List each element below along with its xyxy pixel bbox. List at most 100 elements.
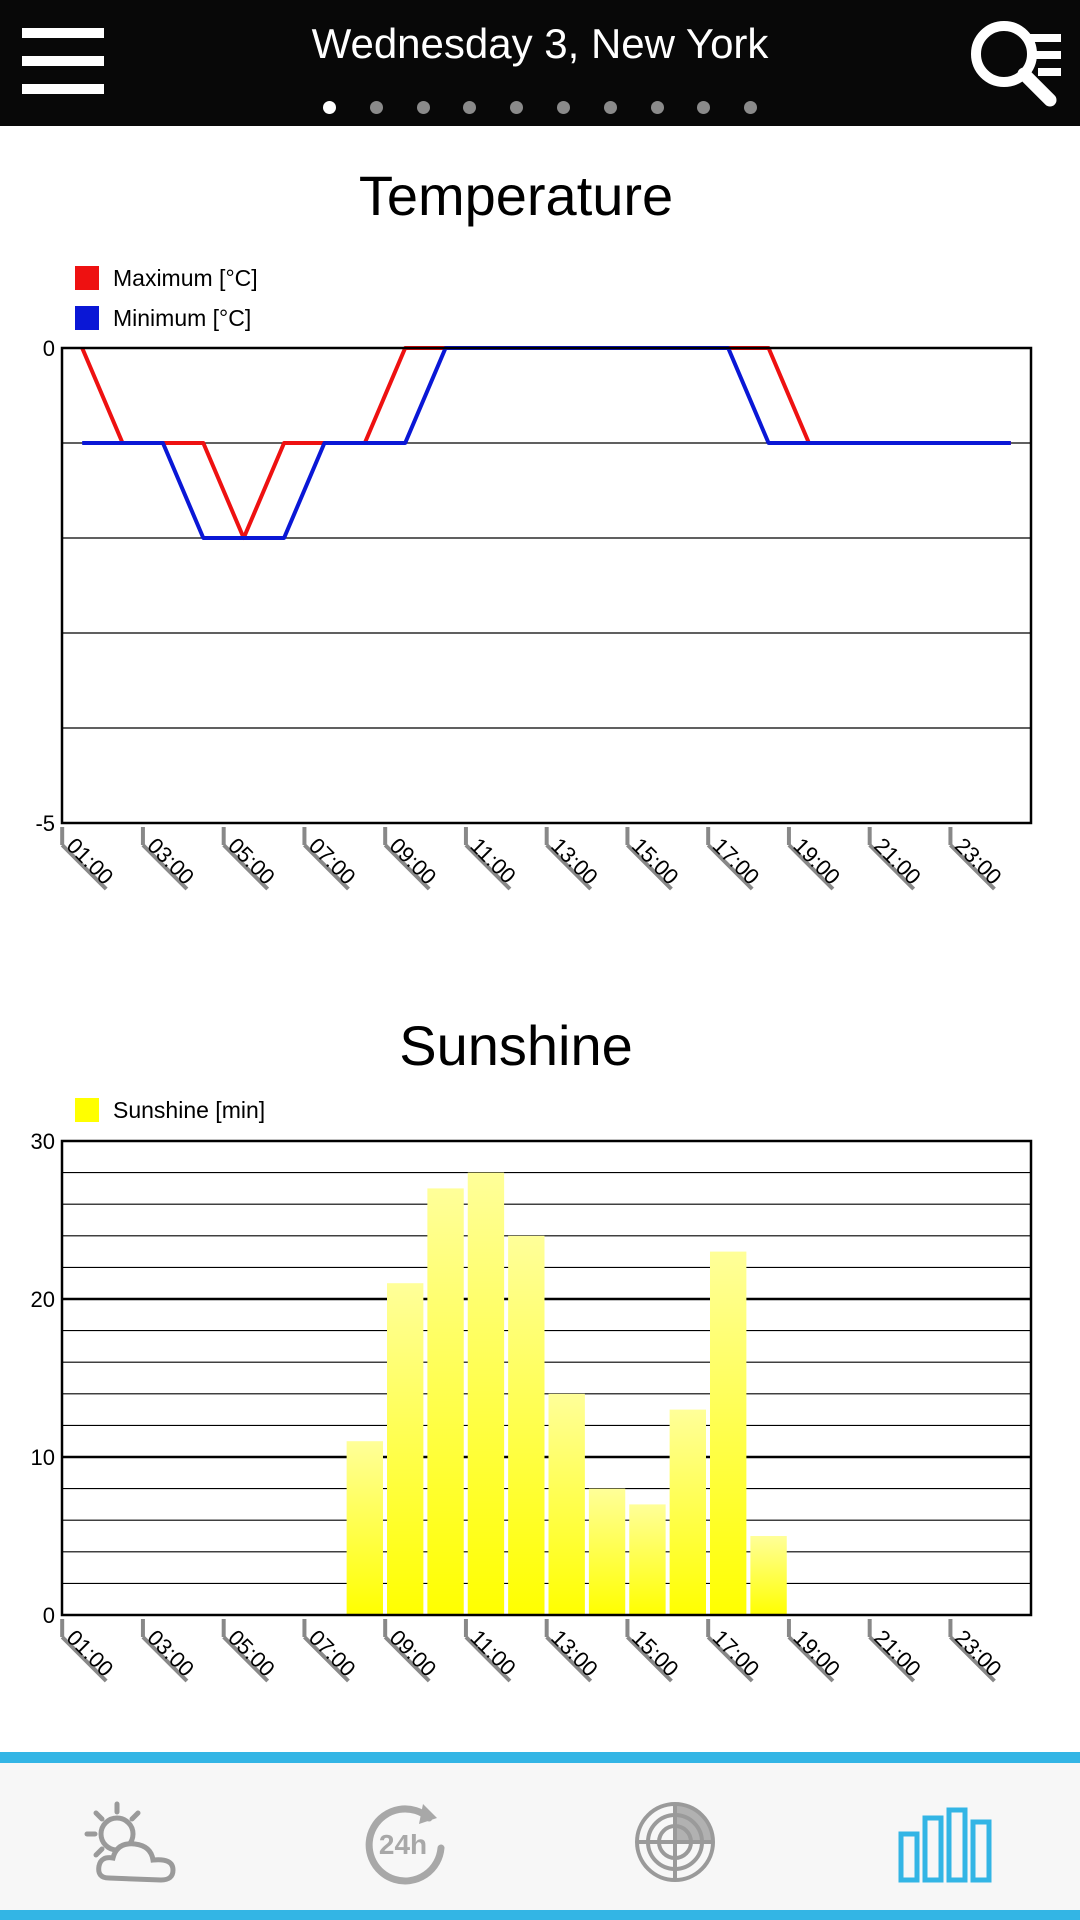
x-tick-label: 21:00: [869, 833, 926, 890]
x-tick-label: 09:00: [385, 833, 442, 890]
partly-cloudy-icon: [84, 1801, 176, 1883]
sunshine-bar: [548, 1393, 585, 1615]
sunshine-bar: [710, 1251, 747, 1615]
x-tick-mark: [706, 1635, 754, 1683]
page-dot: [416, 101, 430, 114]
x-tick-label: 05:00: [223, 833, 280, 890]
nav-charts-button[interactable]: [885, 1792, 1005, 1892]
x-tick-mark: [60, 1635, 108, 1683]
24h-forecast-icon: 24h: [365, 1804, 445, 1885]
menu-button[interactable]: [22, 28, 104, 94]
legend-swatch: [75, 1098, 99, 1122]
x-tick-label: 03:00: [142, 1625, 199, 1682]
menu-icon-bar: [22, 84, 104, 94]
x-tick-mark: [222, 843, 270, 891]
x-tick-label: 15:00: [627, 1625, 684, 1682]
y-tick-label: 20: [31, 1287, 55, 1312]
y-tick-label: 30: [31, 1129, 55, 1154]
chart-title: Sunshine: [399, 1014, 633, 1077]
y-tick-label: 0: [43, 1603, 55, 1628]
page-dot: [463, 101, 477, 114]
page-title: Wednesday 3, New York: [311, 20, 769, 67]
x-tick-label: 05:00: [223, 1625, 280, 1682]
page-dot: [557, 101, 570, 114]
x-tick-mark: [626, 843, 673, 891]
chart-title: Temperature: [359, 164, 673, 227]
sunshine-bar: [629, 1504, 666, 1615]
x-tick-label: 17:00: [708, 1625, 765, 1682]
sunshine-bar: [427, 1188, 464, 1615]
x-tick-label: 23:00: [950, 1625, 1007, 1682]
search-list-icon: [971, 21, 1061, 107]
x-tick-mark: [303, 1635, 350, 1683]
x-tick-label: 13:00: [546, 1625, 603, 1682]
y-tick-label: 0: [43, 336, 55, 361]
x-tick-mark: [626, 1635, 673, 1683]
x-tick-mark: [383, 843, 431, 891]
x-tick-mark: [787, 1635, 835, 1683]
sunshine-bar: [750, 1536, 787, 1615]
x-tick-label: 19:00: [788, 1625, 845, 1682]
page-dot: [603, 101, 617, 114]
page-dot: [510, 101, 524, 114]
nav-24h-button[interactable]: 24h: [345, 1792, 465, 1892]
x-tick-mark: [303, 843, 350, 891]
x-tick-mark: [545, 1635, 593, 1683]
x-tick-label: 07:00: [304, 833, 361, 890]
y-tick-label: -5: [35, 811, 55, 836]
sunshine-bar: [669, 1409, 706, 1615]
x-tick-mark: [141, 843, 189, 891]
page-dot: [697, 101, 711, 114]
plot-frame: [60, 1139, 1033, 1617]
search-button[interactable]: [964, 14, 1064, 114]
y-tick-label: 10: [31, 1445, 55, 1470]
x-tick-mark: [60, 843, 108, 891]
nav-radar-button[interactable]: [615, 1792, 735, 1892]
legend-label: Maximum [°C]: [113, 265, 258, 291]
x-tick-label: 13:00: [546, 833, 603, 890]
sunshine-bar: [387, 1283, 424, 1615]
x-tick-label: 23:00: [950, 833, 1007, 890]
page-dot: [650, 101, 664, 114]
x-tick-mark: [949, 1635, 996, 1683]
radar-icon: [635, 1802, 715, 1882]
x-tick-label: 09:00: [385, 1625, 442, 1682]
x-tick-mark: [787, 843, 835, 891]
top-app-bar: Wednesday 3, New York: [0, 0, 1080, 126]
sunshine-bar: [588, 1488, 626, 1615]
x-tick-label: 07:00: [304, 1625, 361, 1682]
page-indicator: [0, 101, 1080, 115]
x-tick-label: 01:00: [62, 1625, 119, 1682]
x-tick-mark: [464, 843, 512, 891]
plot-frame: [60, 346, 1033, 825]
x-tick-label: 11:00: [465, 1625, 520, 1680]
menu-icon-bar: [22, 56, 104, 66]
nav-weather-button[interactable]: [75, 1792, 195, 1892]
bottom-bar-accent-line: [0, 1910, 1080, 1920]
x-tick-label: 17:00: [708, 833, 765, 890]
sunshine-bar: [508, 1235, 545, 1615]
sunshine-bar: [467, 1172, 505, 1615]
page-dot: [744, 101, 758, 114]
x-tick-mark: [545, 843, 593, 891]
legend-label: Sunshine [min]: [113, 1097, 265, 1123]
bar-chart-icon: [898, 1807, 992, 1883]
hamburger-menu-icon: [22, 28, 104, 38]
legend-swatch: [75, 306, 99, 330]
legend-label: Minimum [°C]: [113, 305, 251, 331]
x-tick-label: 11:00: [465, 833, 520, 888]
x-tick-mark: [464, 1635, 512, 1683]
x-tick-label: 21:00: [869, 1625, 926, 1682]
page-dot: [369, 101, 383, 114]
legend-swatch: [75, 266, 99, 290]
x-tick-mark: [868, 843, 916, 891]
x-tick-mark: [706, 843, 754, 891]
x-tick-mark: [222, 1635, 270, 1683]
bottom-bar-accent-line: [0, 1752, 1080, 1763]
x-tick-mark: [949, 843, 996, 891]
x-tick-label: 15:00: [627, 833, 684, 890]
bottom-navigation: 24h: [0, 1752, 1080, 1920]
svg-text:24h: 24h: [379, 1829, 427, 1860]
x-tick-label: 01:00: [62, 833, 119, 890]
